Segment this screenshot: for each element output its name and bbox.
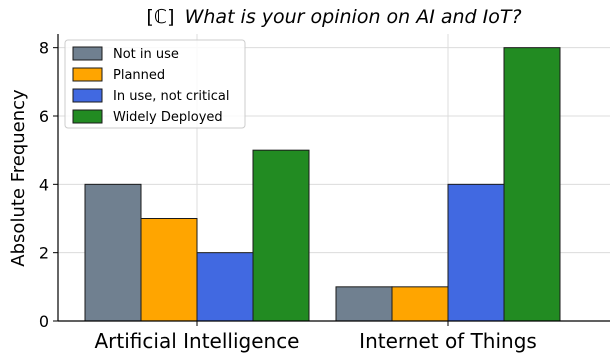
bar bbox=[141, 219, 197, 322]
chart-title-prefix: [ℂ] bbox=[146, 6, 174, 28]
y-tick-label: 4 bbox=[39, 175, 49, 194]
x-tick-label: Internet of Things bbox=[359, 329, 537, 353]
legend-swatch bbox=[73, 47, 102, 60]
y-tick-label: 0 bbox=[39, 312, 49, 331]
y-axis-label: Absolute Frequency bbox=[8, 89, 29, 267]
legend-swatch bbox=[73, 110, 102, 123]
legend-label: Widely Deployed bbox=[113, 110, 223, 125]
y-tick-label: 2 bbox=[39, 244, 49, 263]
legend-swatch bbox=[73, 68, 102, 81]
y-tick-label: 8 bbox=[39, 39, 49, 58]
chart-title-text: What is your opinion on AI and IoT? bbox=[185, 6, 522, 28]
bar bbox=[253, 150, 309, 321]
legend-label: Planned bbox=[113, 68, 165, 83]
bar bbox=[448, 184, 504, 321]
chart-title: [ℂ] What is your opinion on AI and IoT? bbox=[146, 6, 521, 28]
bar bbox=[85, 184, 141, 321]
bar bbox=[336, 287, 392, 321]
x-tick-label: Artificial Intelligence bbox=[95, 329, 300, 353]
bar bbox=[197, 253, 253, 321]
legend-label: Not in use bbox=[113, 47, 179, 62]
bar bbox=[504, 48, 560, 321]
legend-label: In use, not critical bbox=[113, 89, 229, 104]
legend: Not in use Planned In use, not critical Wid… bbox=[65, 40, 245, 128]
legend-swatch bbox=[73, 89, 102, 102]
y-tick-label: 6 bbox=[39, 107, 49, 126]
bar bbox=[392, 287, 448, 321]
